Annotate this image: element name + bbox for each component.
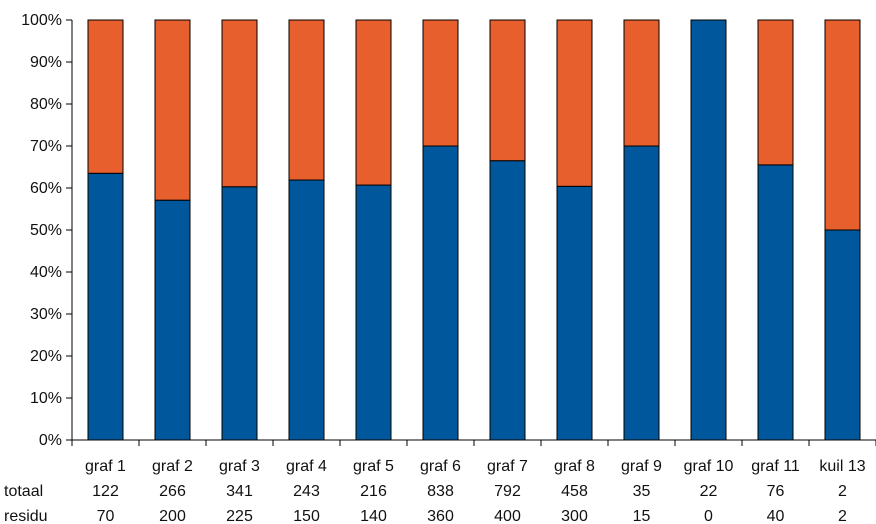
x-category-label: graf 9	[621, 458, 662, 475]
table-cell: 140	[360, 508, 387, 524]
x-category-label: graf 7	[487, 458, 528, 475]
x-category-label: graf 5	[353, 458, 394, 475]
bar-segment-blue	[825, 230, 860, 440]
table-cell: 22	[700, 483, 718, 500]
x-category-label: graf 6	[420, 458, 461, 475]
bar-segment-blue	[356, 185, 391, 440]
table-cell: 360	[427, 508, 454, 524]
table-cell: 76	[767, 483, 785, 500]
bar-segment-blue	[758, 165, 793, 440]
x-category-label: kuil 13	[819, 458, 865, 475]
bar-segment-orange	[825, 20, 860, 230]
bar-segment-blue	[691, 20, 726, 440]
bar-segment-orange	[88, 20, 123, 173]
table-cell: 15	[633, 508, 651, 524]
category-labels: graf 1 graf 2 graf 3 graf 4 graf 5 graf 6 graf…	[85, 458, 866, 475]
x-category-label: graf 4	[286, 458, 327, 475]
bar-segment-blue	[155, 200, 190, 440]
table-cell: 2	[838, 508, 847, 524]
bar-segment-blue	[222, 187, 257, 440]
y-tick-label: 0%	[39, 432, 62, 449]
x-category-label: graf 11	[751, 458, 800, 475]
table-cell: 838	[427, 483, 454, 500]
bar-segment-blue	[490, 161, 525, 440]
table-cell: 300	[561, 508, 588, 524]
data-table: totaal 122 266 341 243 216 838 792 458 35 22 76 2 res…	[4, 483, 847, 524]
table-cell: 243	[293, 483, 320, 500]
table-cell: 35	[633, 483, 651, 500]
bars-group	[88, 20, 860, 440]
bar-segment-blue	[624, 146, 659, 440]
bar-segment-orange	[758, 20, 793, 165]
x-category-label: graf 8	[554, 458, 595, 475]
table-cell: 792	[494, 483, 521, 500]
table-cell: 150	[293, 508, 320, 524]
table-cell: 122	[92, 483, 119, 500]
y-tick-label: 30%	[30, 306, 62, 323]
y-tick-label: 50%	[30, 222, 62, 239]
bar-segment-blue	[423, 146, 458, 440]
table-row-label: residu	[4, 508, 48, 524]
y-tick-label: 60%	[30, 180, 62, 197]
bar-segment-blue	[289, 180, 324, 440]
x-category-label: graf 1	[85, 458, 126, 475]
table-cell: 400	[494, 508, 521, 524]
bar-segment-orange	[423, 20, 458, 146]
x-category-label: graf 3	[219, 458, 260, 475]
y-tick-label: 100%	[21, 12, 62, 29]
table-cell: 458	[561, 483, 588, 500]
y-tick-label: 70%	[30, 138, 62, 155]
bar-segment-blue	[557, 186, 592, 440]
bar-segment-blue	[88, 173, 123, 440]
table-row-label: totaal	[4, 483, 43, 500]
y-tick-label: 20%	[30, 348, 62, 365]
table-cell: 225	[226, 508, 253, 524]
bar-segment-orange	[356, 20, 391, 185]
table-cell: 341	[226, 483, 253, 500]
x-category-label: graf 10	[684, 458, 734, 475]
bar-segment-orange	[490, 20, 525, 161]
table-cell: 266	[159, 483, 186, 500]
bar-segment-orange	[155, 20, 190, 200]
bar-segment-orange	[289, 20, 324, 180]
bar-segment-orange	[557, 20, 592, 186]
y-tick-label: 90%	[30, 54, 62, 71]
table-cell: 0	[704, 508, 713, 524]
table-cell: 2	[838, 483, 847, 500]
y-tick-label: 80%	[30, 96, 62, 113]
y-tick-label: 40%	[30, 264, 62, 281]
bar-segment-orange	[624, 20, 659, 146]
bar-segment-orange	[222, 20, 257, 187]
table-cell: 70	[97, 508, 115, 524]
table-cell: 200	[159, 508, 186, 524]
x-category-label: graf 2	[152, 458, 193, 475]
table-cell: 40	[767, 508, 785, 524]
table-cell: 216	[360, 483, 387, 500]
y-tick-label: 10%	[30, 390, 62, 407]
